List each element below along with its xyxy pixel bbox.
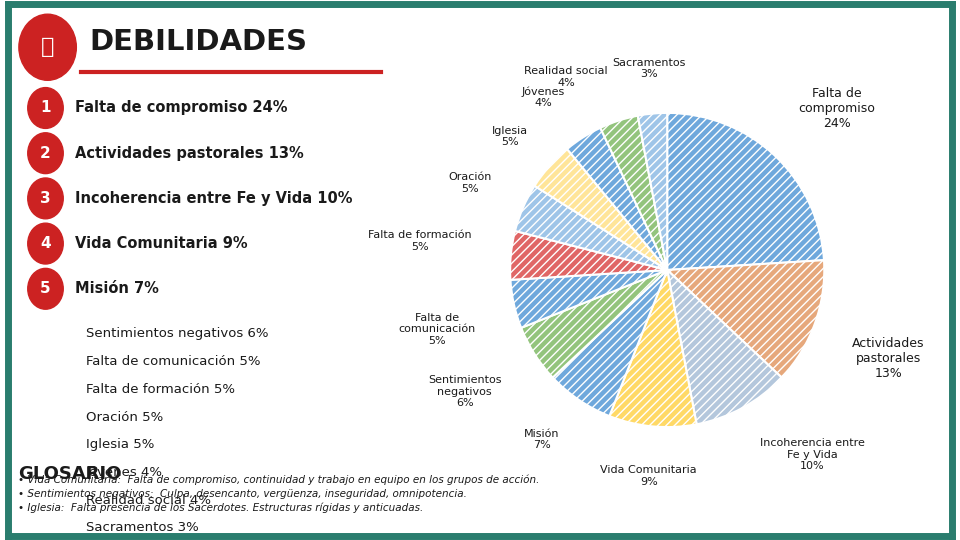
- Circle shape: [19, 14, 77, 80]
- Text: Oración 5%: Oración 5%: [85, 410, 163, 423]
- Wedge shape: [510, 231, 667, 280]
- Wedge shape: [667, 113, 824, 270]
- Text: Actividades pastorales 13%: Actividades pastorales 13%: [75, 146, 303, 161]
- Text: Iglesia 5%: Iglesia 5%: [85, 438, 154, 451]
- Text: Sentimientos
negativos
6%: Sentimientos negativos 6%: [428, 375, 501, 408]
- Text: Iglesia
5%: Iglesia 5%: [492, 126, 528, 147]
- Wedge shape: [637, 113, 667, 270]
- Text: Misión
7%: Misión 7%: [524, 429, 560, 450]
- Text: 3: 3: [40, 191, 51, 206]
- Text: Incoherencia entre Fe y Vida 10%: Incoherencia entre Fe y Vida 10%: [75, 191, 352, 206]
- Text: Falta de compromiso 24%: Falta de compromiso 24%: [75, 100, 288, 116]
- Circle shape: [28, 133, 63, 173]
- Text: Jóvenes 4%: Jóvenes 4%: [85, 466, 162, 479]
- Text: Falta de
comunicación
5%: Falta de comunicación 5%: [398, 313, 475, 346]
- Text: Falta de formación
5%: Falta de formación 5%: [368, 230, 471, 252]
- Circle shape: [28, 178, 63, 219]
- Wedge shape: [610, 270, 697, 427]
- Text: Realidad social
4%: Realidad social 4%: [524, 66, 608, 87]
- Wedge shape: [667, 260, 825, 377]
- Circle shape: [28, 268, 63, 309]
- Text: Misión 7%: Misión 7%: [75, 281, 159, 296]
- Wedge shape: [600, 116, 667, 270]
- Text: Oración
5%: Oración 5%: [448, 172, 492, 194]
- Text: 4: 4: [40, 236, 51, 251]
- Text: Vida Comunitaria 9%: Vida Comunitaria 9%: [75, 236, 248, 251]
- Text: Incoherencia entre
Fe y Vida
10%: Incoherencia entre Fe y Vida 10%: [759, 438, 864, 471]
- Text: Vida Comunitaria
9%: Vida Comunitaria 9%: [600, 465, 697, 487]
- Text: 2: 2: [40, 146, 51, 161]
- Wedge shape: [516, 186, 667, 270]
- Text: 1: 1: [40, 100, 51, 116]
- Wedge shape: [535, 149, 667, 270]
- Text: 👎: 👎: [41, 37, 55, 57]
- Text: • Iglesia:  Falta presencia de los Sacerdotes. Estructuras rígidas y anticuadas.: • Iglesia: Falta presencia de los Sacerd…: [18, 502, 423, 512]
- Text: GLOSARIO: GLOSARIO: [18, 465, 121, 483]
- Text: Falta de comunicación 5%: Falta de comunicación 5%: [85, 355, 260, 368]
- Text: Sacramentos
3%: Sacramentos 3%: [612, 58, 685, 79]
- Text: Actividades
pastorales
13%: Actividades pastorales 13%: [852, 336, 924, 380]
- Wedge shape: [521, 270, 667, 377]
- Circle shape: [28, 223, 63, 264]
- Text: • Vida Comunitaria:  Falta de compromiso, continuidad y trabajo en equipo en los: • Vida Comunitaria: Falta de compromiso,…: [18, 475, 540, 485]
- Wedge shape: [553, 270, 667, 416]
- Text: Realidad social 4%: Realidad social 4%: [85, 494, 210, 507]
- Circle shape: [28, 87, 63, 129]
- Text: • Sentimientos negativos:  Culpa, desencanto, vergüenza, inseguridad, omnipotenc: • Sentimientos negativos: Culpa, desenca…: [18, 489, 467, 498]
- Wedge shape: [667, 270, 781, 424]
- Text: DEBILIDADES: DEBILIDADES: [90, 29, 308, 56]
- Text: Falta de formación 5%: Falta de formación 5%: [85, 383, 234, 396]
- Wedge shape: [567, 128, 667, 270]
- Text: Sacramentos 3%: Sacramentos 3%: [85, 522, 199, 535]
- Wedge shape: [511, 270, 667, 328]
- Text: Sentimientos negativos 6%: Sentimientos negativos 6%: [85, 327, 268, 341]
- Text: 5: 5: [40, 281, 51, 296]
- Text: Falta de
compromiso
24%: Falta de compromiso 24%: [799, 87, 876, 130]
- Text: Jóvenes
4%: Jóvenes 4%: [521, 86, 564, 108]
